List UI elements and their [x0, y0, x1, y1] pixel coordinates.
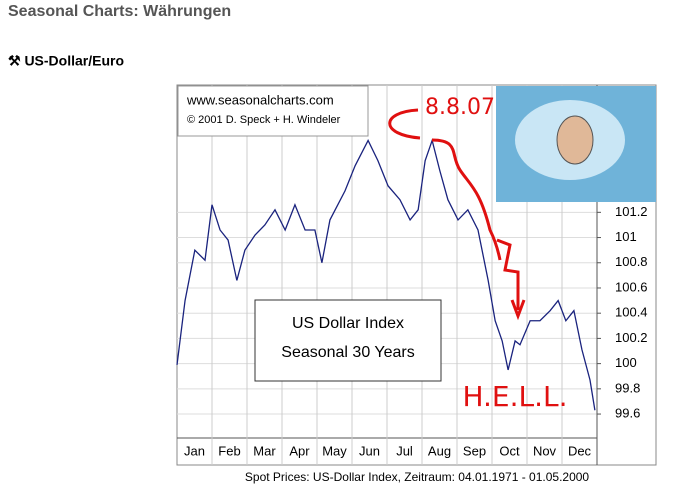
x-tick-label: Jan: [184, 443, 205, 458]
y-tick-label: 100.2: [615, 330, 648, 345]
y-tick-label: 99.8: [615, 380, 640, 395]
x-tick-label: Jul: [396, 443, 413, 458]
y-tick-label: 100.8: [615, 254, 648, 269]
x-tick-label: Dec: [568, 443, 592, 458]
page-title: Seasonal Charts: Währungen: [8, 3, 231, 20]
annotation: Seasonal 30 Years: [281, 344, 414, 361]
page-subtitle: ⚒ US-Dollar/Euro: [8, 53, 124, 69]
annotation: US Dollar Index: [292, 315, 404, 332]
y-tick-label: 100: [615, 355, 637, 370]
source-box: [177, 85, 369, 137]
x-tick-label: Nov: [533, 443, 557, 458]
handwritten-date: 8.8.07: [425, 95, 495, 120]
y-tick-label: 100.4: [615, 305, 648, 320]
y-tick-label: 99.6: [615, 405, 640, 420]
x-tick-label: Oct: [499, 443, 520, 458]
x-tick-label: Apr: [289, 443, 310, 458]
x-tick-label: Feb: [218, 443, 240, 458]
handwritten-arrow: [388, 108, 520, 310]
handwritten-note: H.E.L.L.: [462, 380, 567, 413]
x-tick-label: Sep: [463, 443, 486, 458]
y-tick-label: 101.2: [615, 204, 648, 219]
y-tick-label: 101: [615, 229, 637, 244]
annotation-box: [254, 299, 442, 382]
source-copyright: © 2001 D. Speck + H. Windeler: [187, 114, 341, 126]
x-tick-label: Mar: [253, 443, 276, 458]
x-tick-label: May: [322, 443, 347, 458]
y-tick-label: 100.6: [615, 279, 648, 294]
cartoon-image-face: [556, 115, 594, 165]
data-line: [176, 138, 596, 411]
caption: Spot Prices: US-Dollar Index, Zeitraum: …: [245, 470, 590, 484]
source-url: www.seasonalcharts.com: [186, 92, 334, 107]
x-tick-label: Jun: [359, 443, 380, 458]
x-tick-label: Aug: [428, 443, 451, 458]
handwritten-arrowhead: [510, 299, 526, 321]
